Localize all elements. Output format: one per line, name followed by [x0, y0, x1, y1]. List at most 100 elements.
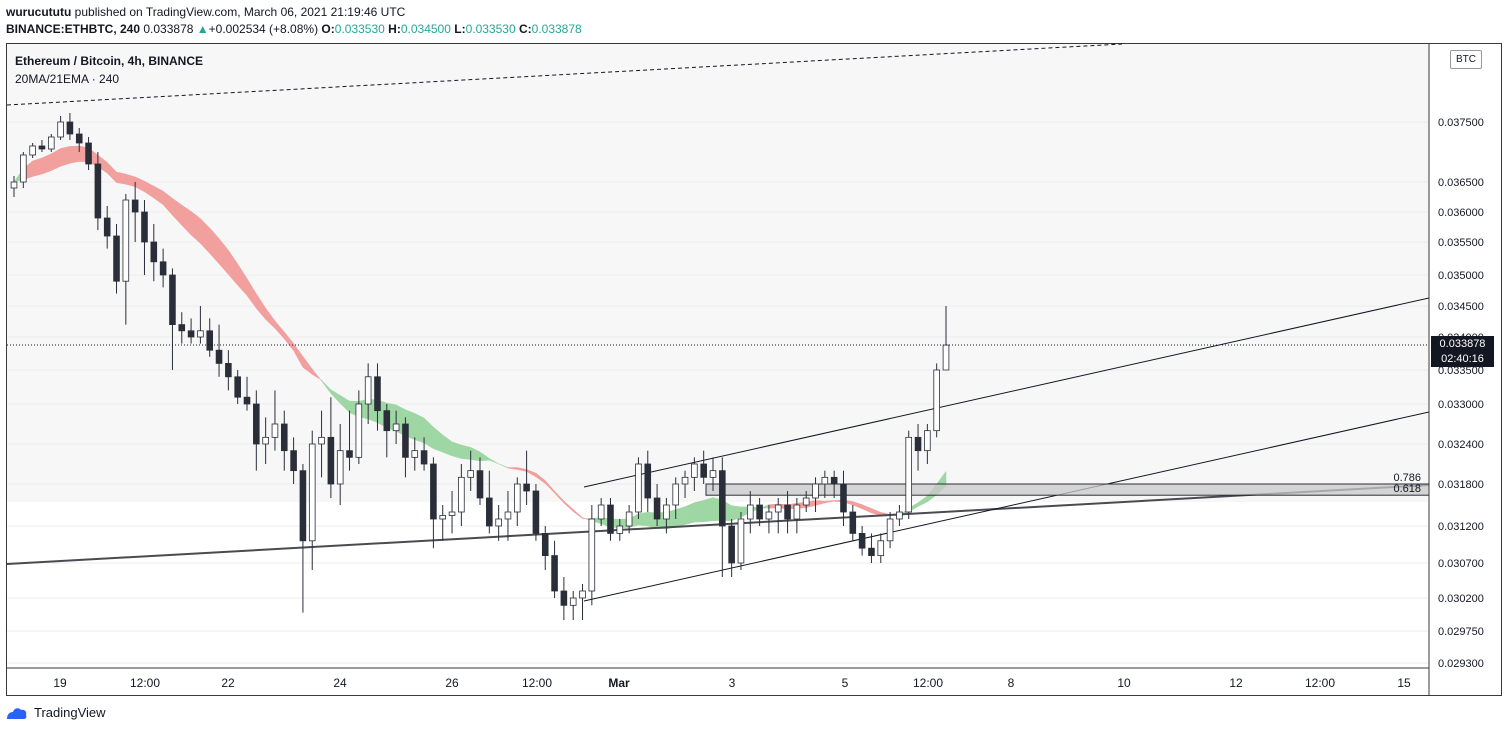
candle: [66, 113, 74, 140]
candle: [448, 491, 456, 534]
cloud-segment-green: [731, 505, 742, 522]
candle: [924, 424, 931, 464]
candle: [113, 224, 120, 294]
candle: [625, 505, 633, 534]
cloud-segment-red: [824, 500, 835, 504]
bear-candle-body: [85, 142, 92, 165]
bull-candle-body: [774, 504, 782, 513]
bull-candle-body: [802, 497, 810, 506]
candle: [299, 464, 307, 613]
bull-candle-body: [672, 483, 680, 506]
candle: [644, 450, 652, 512]
bear-candle-body: [75, 133, 83, 144]
bull-candle-body: [122, 199, 130, 282]
candle: [57, 116, 64, 140]
price-tick-label: 0.034500: [1438, 301, 1484, 313]
candle: [131, 182, 139, 242]
candle: [476, 457, 484, 505]
bull-candle-body: [392, 423, 400, 432]
low-label: L:: [454, 22, 466, 36]
bear-candle-body: [215, 349, 223, 364]
candle: [225, 350, 232, 391]
bear-candle-body: [383, 410, 391, 432]
candle: [364, 363, 372, 424]
bear-candle-body: [830, 476, 838, 485]
time-tick-label: 12:00: [1305, 676, 1335, 690]
close-value: 0.033878: [531, 22, 582, 36]
candle: [308, 430, 316, 570]
candle: [896, 505, 903, 526]
bull-candle-body: [691, 463, 698, 478]
candle: [653, 484, 661, 526]
price-tick-label: 0.032400: [1438, 439, 1484, 451]
bear-candle-body: [728, 525, 735, 564]
price-tick-label: 0.029750: [1438, 626, 1484, 638]
bull-candle-body: [57, 121, 64, 138]
candle: [719, 457, 726, 577]
candle: [597, 498, 605, 526]
price-tick-label: 0.036500: [1438, 177, 1484, 189]
bull-candle-body: [924, 430, 931, 452]
bear-candle-body: [169, 274, 176, 325]
candle: [262, 417, 269, 464]
drawings: [6, 43, 1430, 602]
bear-candle-body: [374, 376, 381, 412]
candle: [532, 484, 540, 541]
bull-candle-body: [495, 518, 502, 527]
bear-candle-body: [420, 450, 428, 465]
candle: [271, 390, 279, 451]
candle: [38, 140, 46, 152]
symbol-label: BINANCE:ETHBTC, 240: [6, 22, 141, 36]
price-tick-label: 0.037500: [1438, 117, 1484, 129]
price-tick-label: 0.030200: [1438, 593, 1484, 605]
time-tick-label: 12:00: [522, 676, 552, 690]
candle: [29, 143, 36, 158]
candle: [802, 491, 810, 512]
bear-candle-body: [66, 121, 74, 135]
bull-candle-body: [318, 436, 325, 445]
bear-candle-body: [141, 211, 148, 243]
candle: [420, 437, 428, 471]
candle: [541, 526, 549, 570]
candle: [10, 176, 18, 197]
bull-candle-body: [355, 403, 363, 458]
time-tick-label: 19: [53, 676, 67, 690]
bull-candle-body: [812, 483, 819, 499]
price-axis[interactable]: 0.037500 0.036500 0.036000 0.035500 0.035000…: [1438, 117, 1484, 670]
candles: [10, 113, 950, 620]
chart-frame[interactable]: [6, 43, 1502, 696]
candle: [234, 370, 241, 404]
candle: [346, 410, 353, 471]
candle: [756, 498, 763, 526]
bear-candle-body: [644, 463, 652, 499]
price-change: +0.002534 (+8.08%): [208, 22, 319, 36]
open-value: 0.033530: [334, 22, 385, 36]
brand-name[interactable]: TradingView: [34, 705, 106, 720]
author-name[interactable]: wurucututu: [6, 5, 72, 19]
high-label: H:: [388, 22, 401, 36]
time-axis[interactable]: 19 12:00 22 24 26 12:00 Mar 3 5 12:00 8 10 12 12:00 15: [53, 676, 1411, 690]
bear-candle-body: [225, 362, 232, 378]
candle: [103, 206, 111, 249]
candle: [197, 306, 204, 344]
currency-badge[interactable]: BTC: [1450, 50, 1482, 69]
bull-candle-body: [877, 540, 885, 556]
candle: [430, 457, 437, 549]
close-label: C:: [518, 22, 532, 36]
bull-candle-body: [681, 476, 689, 485]
candle: [85, 137, 92, 170]
time-tick-label: 24: [333, 676, 347, 690]
candle: [187, 318, 195, 344]
candle: [523, 450, 530, 505]
indicator-label[interactable]: 20MA/21EMA · 240: [15, 72, 120, 86]
price-tick-label: 0.030700: [1438, 558, 1484, 570]
bear-candle-body: [486, 497, 493, 527]
candle: [439, 505, 447, 541]
bull-candle-body: [942, 344, 950, 371]
bull-candle-body: [271, 423, 279, 438]
long-support-trendline: [6, 484, 1430, 565]
candle: [635, 457, 642, 519]
candle: [691, 457, 698, 491]
candle: [933, 363, 940, 438]
